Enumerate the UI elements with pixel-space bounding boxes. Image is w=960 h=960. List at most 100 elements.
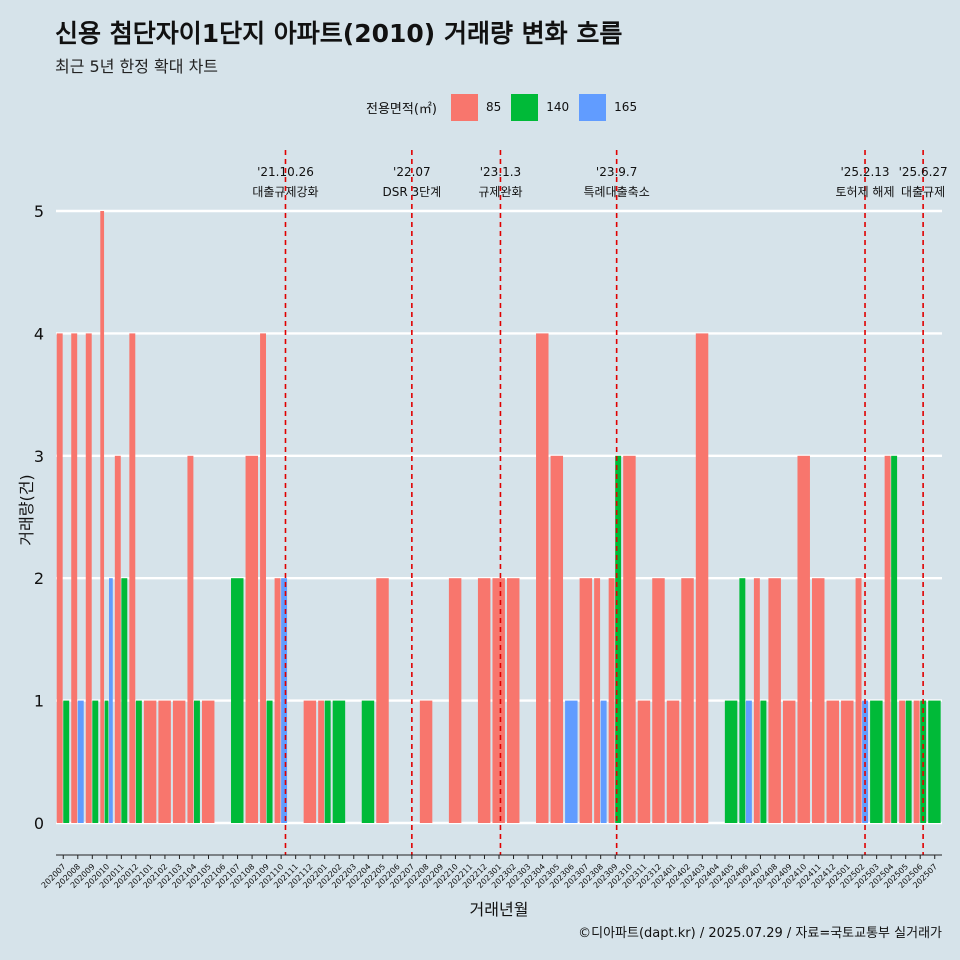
bar-202306-165 [565,700,578,823]
bar-202201-85 [318,700,325,823]
legend-swatch-140 [511,93,539,121]
bar-202505-140 [905,700,912,823]
bar-202406-140 [739,578,746,823]
y-tick-label: 3 [34,447,44,466]
bar-202310-85 [623,455,636,823]
bar-202305-85 [550,455,564,823]
bar-202304-85 [536,333,549,823]
bar-202110-85 [274,578,281,823]
bar-202009-85 [85,333,92,823]
legend-label-140: 140 [546,100,570,114]
bar-202307-85 [579,578,593,823]
legend-item-85: 85 [450,93,502,121]
bar-202410-85 [797,455,810,823]
bar-202102-85 [158,700,171,823]
bar-202104-85 [187,455,194,823]
bar-202502-85 [855,578,862,823]
bar-202212-85 [477,578,491,823]
bar-202407-85 [753,578,760,823]
bar-202506-140 [920,700,927,823]
legend-item-140: 140 [511,93,570,121]
bar-202007-140 [63,700,70,823]
bar-202501-85 [841,700,854,823]
legend-title: 전용면적(㎡) [366,101,437,117]
bar-202403-85 [695,333,709,823]
bar-202204-140 [361,700,375,823]
event-date-label: '23.1.3 [480,165,521,179]
legend-label-165: 165 [614,100,638,114]
event-date-label: '22.07 [393,165,431,179]
y-tick-label: 0 [34,814,44,833]
bar-202112-85 [303,700,317,823]
legend-label-85: 85 [485,100,502,114]
bar-202405-140 [724,700,738,823]
bar-202401-85 [666,700,680,823]
bar-202504-85 [884,455,891,823]
bar-202101-85 [143,700,157,823]
y-tick-label: 5 [34,202,44,221]
bar-202406-165 [745,700,752,823]
event-name-label: 특례대출축소 [584,185,650,199]
bar-202108-85 [245,455,259,823]
bar-202110-165 [281,578,288,823]
event-name-label: 대출규제강화 [252,185,318,199]
bar-202007-85 [56,333,63,823]
event-date-label: '21.10.26 [257,165,314,179]
source-caption: ©디아파트(dapt.kr) / 2025.07.29 / 자료=국토교통부 실… [578,926,942,941]
bar-202308-165 [600,700,607,823]
legend: 전용면적(㎡) 85 140 165 [366,93,647,121]
bar-202411-85 [812,578,825,823]
bar-202407-140 [760,700,767,823]
bar-202109-85 [260,333,267,823]
y-axis-title: 거래량(건) [17,474,36,545]
y-tick-label: 1 [34,692,44,711]
bar-202309-85 [608,578,615,823]
bar-202507-140 [928,700,941,823]
bar-202208-85 [419,700,433,823]
event-name-label: 대출규제 [901,185,945,199]
bar-202103-85 [172,700,186,823]
legend-swatch-85 [450,93,478,121]
bar-202506-85 [913,700,920,823]
bar-202408-85 [768,578,781,823]
bar-202201-140 [324,700,331,823]
bar-202010-140 [104,700,109,823]
event-date-label: '23.9.7 [596,165,637,179]
bar-202502-165 [862,700,869,823]
bar-202008-85 [71,333,78,823]
chart-title: 신용 첨단자이1단지 아파트(2010) 거래량 변화 흐름 [55,19,623,48]
bar-202302-85 [506,578,520,823]
bar-202009-140 [92,700,99,823]
event-name-label: 규제완화 [478,185,522,199]
bar-202402-85 [681,578,694,823]
bar-202409-85 [782,700,796,823]
bar-202011-140 [121,578,128,823]
bar-202109-140 [266,700,273,823]
bar-202412-85 [826,700,840,823]
legend-item-165: 165 [579,93,638,121]
bar-202104-140 [193,700,200,823]
y-tick-label: 2 [34,569,44,588]
x-axis-title: 거래년월 [470,900,529,919]
legend-swatch-165 [579,93,607,121]
bar-202205-85 [376,578,389,823]
bar-202012-85 [129,333,136,823]
bar-202312-85 [652,578,665,823]
y-tick-label: 4 [34,324,44,343]
bar-202505-85 [899,700,906,823]
bar-202301-85 [492,578,505,823]
bar-202503-140 [870,700,883,823]
bar-202504-140 [891,455,898,823]
bar-202105-85 [201,700,215,823]
event-name-label: DSR 3단계 [382,185,441,199]
event-name-label: 토허제 해제 [836,185,895,199]
bar-202107-140 [231,578,244,823]
bar-202311-85 [637,700,651,823]
bar-202308-85 [594,578,601,823]
bar-202010-165 [109,578,113,823]
chart-subtitle: 최근 5년 한정 확대 차트 [55,57,219,76]
bar-202309-140 [615,455,622,823]
bar-202011-85 [114,455,121,823]
